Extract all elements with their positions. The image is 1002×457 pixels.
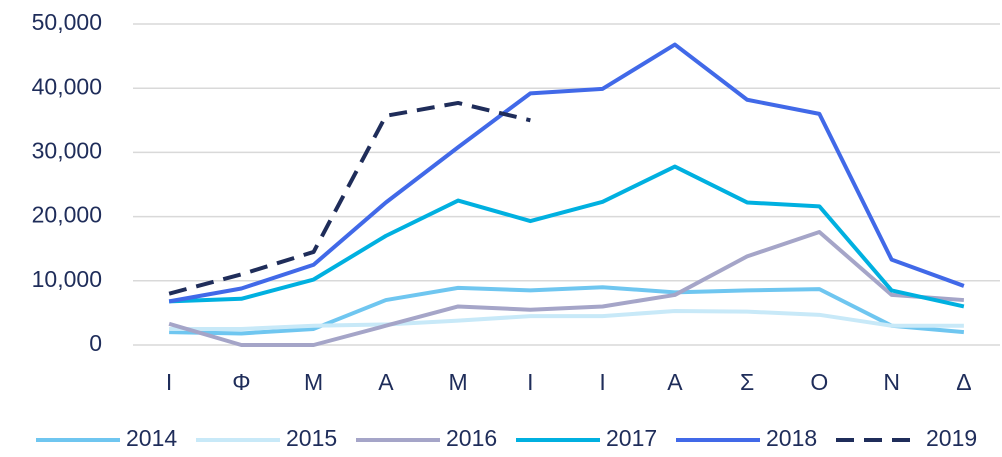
x-tick-label: Ι: [599, 369, 605, 395]
x-tick-label: Δ: [956, 369, 971, 395]
x-tick-label: Ν: [883, 369, 900, 395]
legend-label: 2018: [766, 425, 817, 451]
y-tick-label: 10,000: [32, 266, 102, 292]
line-series: [168, 100, 531, 296]
legend-label: 2019: [926, 425, 977, 451]
x-tick-label: Μ: [304, 369, 323, 395]
line-series: [169, 285, 965, 336]
x-tick-label: Σ: [740, 369, 754, 395]
legend-label: 2014: [126, 425, 177, 451]
x-tick-label: Φ: [232, 369, 250, 395]
line-series: [168, 230, 965, 347]
y-tick-label: 50,000: [32, 9, 102, 35]
x-tick-label: Ι: [527, 369, 533, 395]
x-tick-label: Ι: [166, 369, 172, 395]
y-tick-label: 0: [89, 330, 102, 356]
x-tick-label: Α: [667, 369, 683, 395]
x-tick-label: Ο: [810, 369, 828, 395]
x-tick-label: Μ: [449, 369, 468, 395]
line-series: [169, 164, 965, 309]
y-tick-label: 40,000: [32, 73, 102, 99]
y-tick-label: 30,000: [32, 137, 102, 163]
legend-label: 2015: [286, 425, 337, 451]
y-tick-label: 20,000: [32, 202, 102, 228]
line-series: [168, 42, 965, 304]
legend-label: 2016: [446, 425, 497, 451]
x-tick-label: Α: [378, 369, 394, 395]
line-series: [169, 308, 964, 331]
legend-label: 2017: [606, 425, 657, 451]
